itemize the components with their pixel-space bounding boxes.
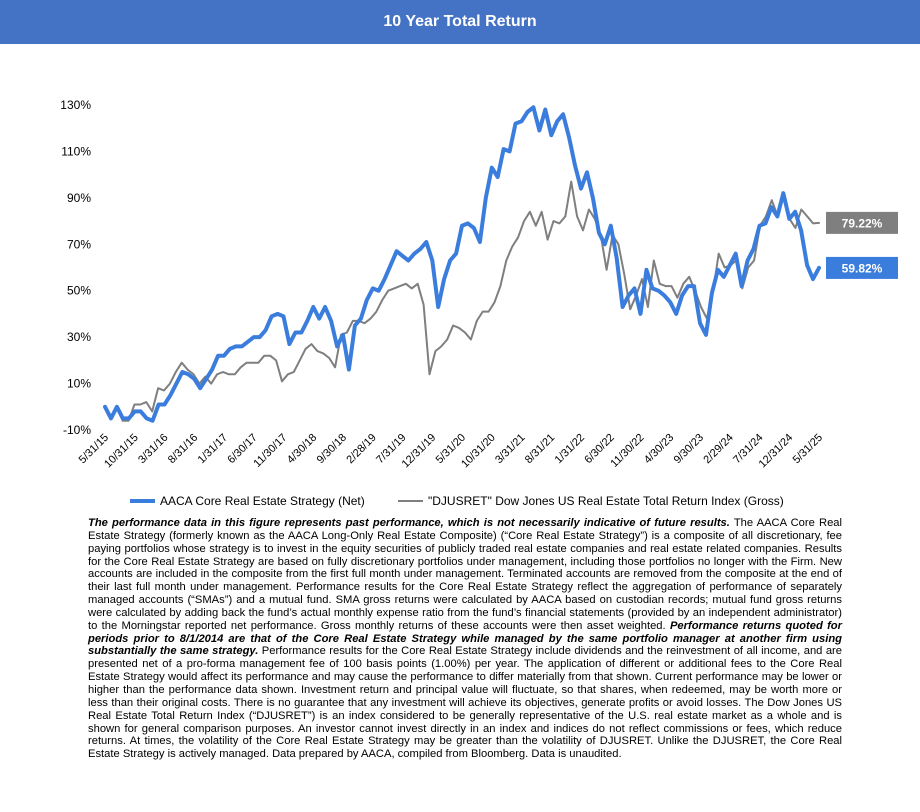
y-tick-label: 50% xyxy=(67,284,91,298)
x-tick-label: 11/30/17 xyxy=(251,432,289,470)
x-tick-label: 2/29/24 xyxy=(701,432,735,466)
end-label-aaca-text: 59.82% xyxy=(842,261,883,275)
end-label-djusret-box xyxy=(826,211,898,234)
x-tick-label: 1/31/22 xyxy=(553,432,587,466)
line-chart: -10% 10% 30% 50% 70% 90% 110% 130% 5/31/1510/31… xyxy=(60,98,898,508)
x-tick-label: 1/31/17 xyxy=(196,432,230,466)
end-label-djusret: 79.22% xyxy=(826,211,898,234)
disclaimer-fees-and-risks: Performance results for the Core Real Es… xyxy=(88,645,843,761)
end-labels: 59.82% 79.22% xyxy=(826,211,898,279)
x-tick-label: 9/30/18 xyxy=(315,432,349,466)
y-tick-label: 130% xyxy=(60,98,91,112)
x-tick-label: 9/30/23 xyxy=(672,432,706,466)
series-line-djusret xyxy=(104,180,820,422)
series-layer xyxy=(103,105,821,423)
legend-label-djusret: "DJUSRET" Dow Jones US Real Estate Total… xyxy=(428,494,784,508)
x-tick-label: 3/31/21 xyxy=(493,432,527,466)
x-tick-label: 5/31/25 xyxy=(791,432,825,466)
y-tick-label: -10% xyxy=(63,423,91,437)
x-tick-label: 8/31/16 xyxy=(166,432,200,466)
x-tick-label: 4/30/23 xyxy=(642,432,676,466)
legend: AACA Core Real Estate Strategy (Net) "DJ… xyxy=(130,494,784,508)
legend-label-aaca: AACA Core Real Estate Strategy (Net) xyxy=(160,494,365,508)
y-tick-label: 70% xyxy=(67,237,91,251)
x-tick-label: 3/31/16 xyxy=(136,432,170,466)
x-tick-label: 2/28/19 xyxy=(344,432,378,466)
x-tick-label: 11/30/22 xyxy=(608,432,646,470)
y-axis: -10% 10% 30% 50% 70% 90% 110% 130% xyxy=(60,98,91,437)
y-tick-label: 10% xyxy=(67,377,91,391)
x-tick-label: 8/31/21 xyxy=(523,432,557,466)
y-tick-label: 90% xyxy=(67,191,91,205)
disclaimer-prior-manager: Performance returns quoted for periods p… xyxy=(88,619,842,658)
disclaimer-past-performance: The performance data in this figure repr… xyxy=(88,517,730,529)
x-tick-label: 4/30/18 xyxy=(285,432,319,466)
end-label-aaca: 59.82% xyxy=(826,256,898,279)
performance-disclaimer: The performance data in this figure repr… xyxy=(88,517,842,761)
series-line-aaca xyxy=(103,105,821,423)
end-label-aaca-box xyxy=(826,256,898,279)
chart-title: 10 Year Total Return xyxy=(0,0,920,44)
x-axis: 5/31/1510/31/153/31/168/31/161/31/176/30… xyxy=(77,432,825,471)
end-label-djusret-text: 79.22% xyxy=(842,216,883,230)
y-tick-label: 110% xyxy=(61,144,91,158)
y-tick-label: 30% xyxy=(67,330,91,344)
disclaimer-methodology: The AACA Core Real Estate Strategy (form… xyxy=(88,517,842,632)
